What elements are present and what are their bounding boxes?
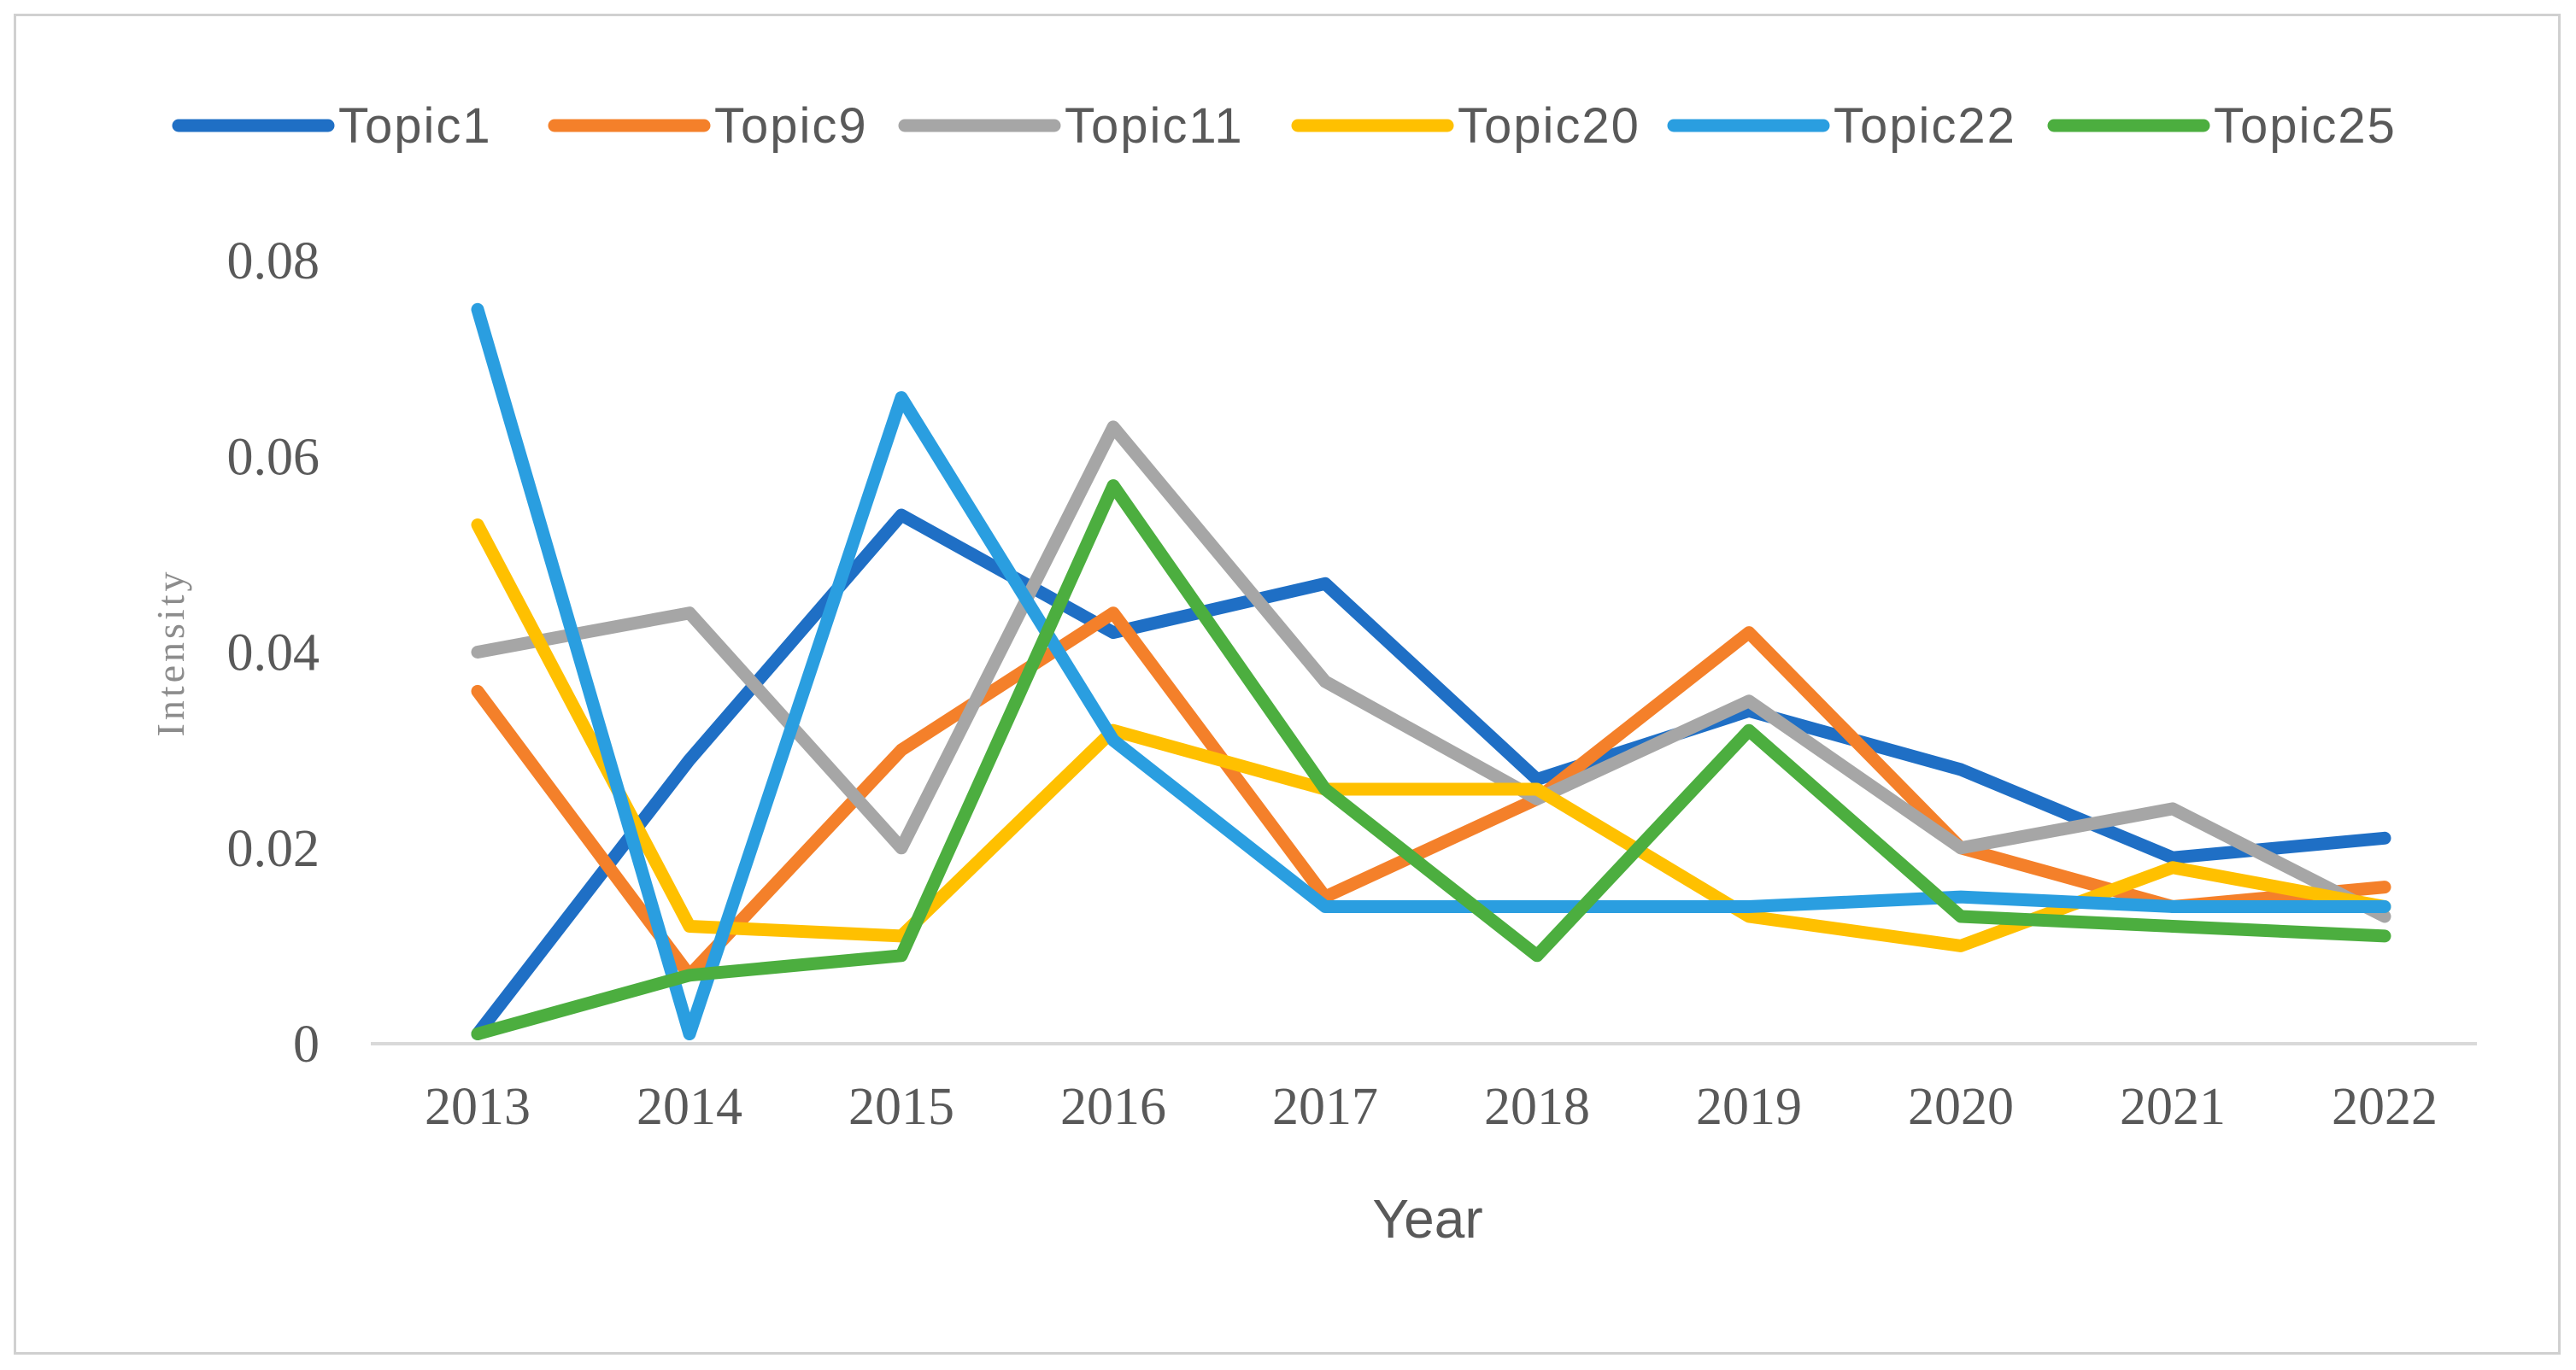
x-tick-label: 2014 xyxy=(637,1078,742,1136)
legend-label: Topic20 xyxy=(1458,98,1640,154)
x-tick-label: 2022 xyxy=(2332,1078,2438,1136)
y-tick-label: 0.02 xyxy=(227,820,320,878)
x-tick-label: 2017 xyxy=(1272,1078,1378,1136)
legend-label: Topic11 xyxy=(1065,98,1244,154)
x-tick-label: 2019 xyxy=(1696,1078,1802,1136)
x-tick-label: 2013 xyxy=(425,1078,531,1136)
legend-item-topic11: Topic11 xyxy=(898,98,1244,154)
y-axis-ticks: 0 0.02 0.04 0.06 0.08 xyxy=(227,232,320,1074)
series-lines xyxy=(471,302,2391,1040)
x-axis-label: Year xyxy=(1372,1188,1482,1250)
y-tick-label: 0.04 xyxy=(227,624,320,682)
series-line-topic9 xyxy=(471,606,2391,982)
x-axis-ticks: 2013 2014 2015 2016 2017 2018 2019 2020 2021 2022 xyxy=(425,1078,2438,1136)
legend-item-topic9: Topic9 xyxy=(548,98,868,154)
legend-item-topic1: Topic1 xyxy=(172,98,492,154)
legend-label: Topic9 xyxy=(714,98,868,154)
x-tick-label: 2020 xyxy=(1908,1078,2014,1136)
x-tick-label: 2015 xyxy=(848,1078,954,1136)
legend-label: Topic1 xyxy=(338,98,492,154)
legend-item-topic22: Topic22 xyxy=(1667,98,2016,154)
series-line-topic25 xyxy=(471,479,2391,1040)
legend-label: Topic22 xyxy=(1834,98,2016,154)
y-tick-label: 0.08 xyxy=(227,232,320,290)
x-tick-label: 2021 xyxy=(2120,1078,2226,1136)
y-axis-label: Intensity xyxy=(149,569,192,737)
x-tick-label: 2016 xyxy=(1060,1078,1166,1136)
x-tick-label: 2018 xyxy=(1484,1078,1590,1136)
line-chart: Topic1 Topic9 Topic11 Topic20 Topic22 Topic25… xyxy=(149,98,2477,1250)
series-line-topic22 xyxy=(471,302,2391,1040)
y-tick-label: 0 xyxy=(293,1016,320,1074)
legend-item-topic25: Topic25 xyxy=(2047,98,2397,154)
chart-frame: Topic1 Topic9 Topic11 Topic20 Topic22 Topic25… xyxy=(14,14,2561,1355)
legend-item-topic20: Topic20 xyxy=(1291,98,1640,154)
y-tick-label: 0.06 xyxy=(227,428,320,486)
series-line-topic1 xyxy=(471,508,2391,1040)
legend-label: Topic25 xyxy=(2214,98,2397,154)
legend: Topic1 Topic9 Topic11 Topic20 Topic22 Topic25 xyxy=(172,98,2397,154)
